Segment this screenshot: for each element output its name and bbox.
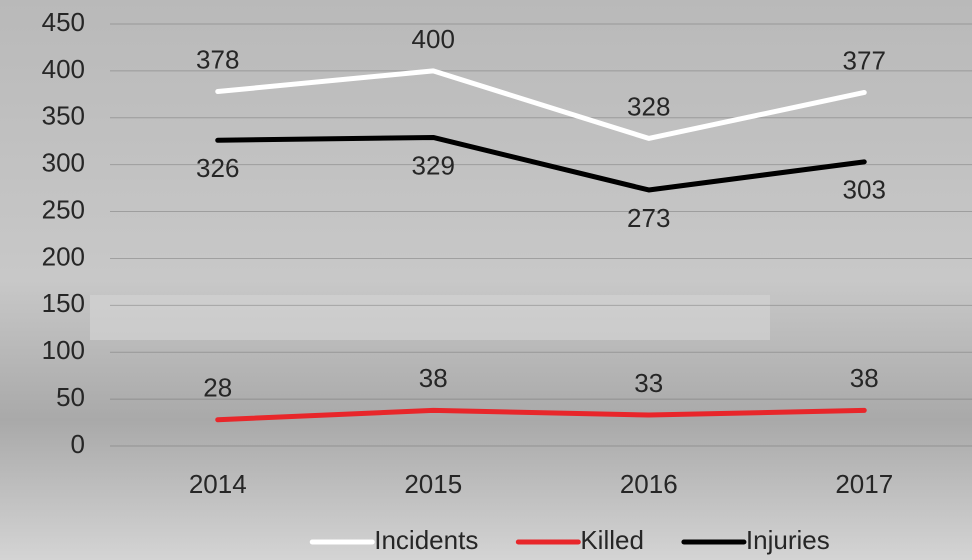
legend-label: Incidents: [374, 525, 478, 555]
data-label: 400: [412, 24, 455, 54]
data-label: 33: [634, 368, 663, 398]
y-tick-label: 250: [42, 194, 85, 224]
background-detail: [90, 295, 770, 340]
data-label: 329: [412, 150, 455, 180]
y-tick-label: 100: [42, 335, 85, 365]
y-tick-label: 150: [42, 288, 85, 318]
legend-label: Injuries: [746, 525, 830, 555]
y-tick-label: 300: [42, 148, 85, 178]
data-label: 328: [627, 91, 670, 121]
y-tick-label: 0: [71, 429, 85, 459]
y-tick-label: 400: [42, 54, 85, 84]
data-label: 377: [843, 45, 886, 75]
data-label: 38: [850, 363, 879, 393]
background: [0, 0, 972, 560]
x-tick-label: 2015: [404, 469, 462, 499]
data-label: 326: [196, 153, 239, 183]
x-tick-label: 2016: [620, 469, 678, 499]
x-tick-label: 2017: [835, 469, 893, 499]
legend-label: Killed: [580, 525, 644, 555]
y-tick-label: 350: [42, 101, 85, 131]
y-tick-label: 50: [56, 382, 85, 412]
y-tick-label: 450: [42, 7, 85, 37]
data-label: 28: [203, 373, 232, 403]
y-tick-label: 200: [42, 241, 85, 271]
chart: 0 50 100 150 200 250 300 350 400 450 2014 2015 2016 2…: [0, 0, 972, 560]
data-label: 378: [196, 44, 239, 74]
x-tick-label: 2014: [189, 469, 247, 499]
data-label: 38: [419, 363, 448, 393]
data-label: 273: [627, 203, 670, 233]
data-label: 303: [843, 175, 886, 205]
